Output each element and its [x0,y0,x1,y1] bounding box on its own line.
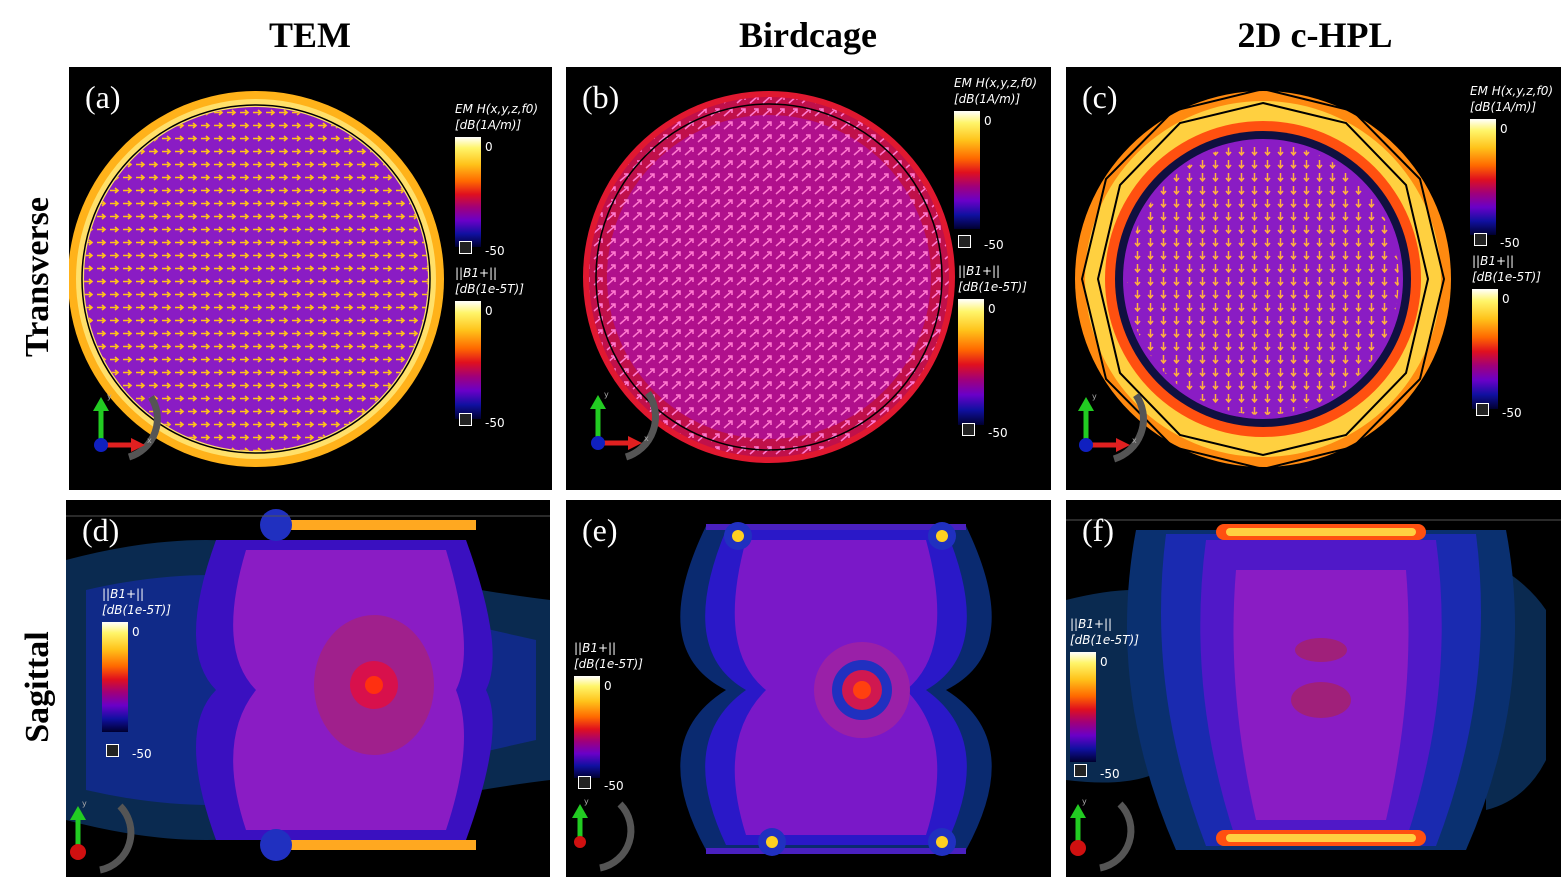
colorbar-title: ||B1+|| [102,587,145,601]
panel-label-d: (d) [82,512,120,548]
panel-label-a: (a) [85,79,121,115]
axis-y-label: y [604,390,609,399]
axis-x-label: x [1132,436,1137,445]
colorbar-toggle-icon[interactable] [459,413,472,426]
axes-triad-icon: y [1070,797,1135,872]
colorbar-max: 0 [984,114,992,128]
colorbar-unit: [dB(1e-5T)] [102,603,171,617]
axes-triad-icon: y x [1078,392,1147,463]
colorbar-unit: [dB(1e-5T)] [455,282,524,296]
colorbar-b-c: ||B1+|| [dB(1e-5T)] 0 -50 [1472,253,1541,420]
colorbar-unit: [dB(1A/m)] [455,118,522,132]
axis-y-label: y [82,799,87,808]
colorbar-toggle-icon[interactable] [459,241,472,254]
colorbar-min: -50 [984,238,1004,252]
field-map-a [69,91,444,467]
colorbar-min: -50 [485,416,505,430]
axis-y-label: y [584,797,589,806]
axes-triad-icon: y [572,797,635,872]
colorbar-min: -50 [604,779,624,793]
colorbar-toggle-icon[interactable] [1476,403,1489,416]
colorbar-max: 0 [604,679,612,693]
panel-d-tem-sagittal: (d) ||B1+|| [dB(1e-5T)] 0 -50 y [66,500,550,877]
colorbar-max: 0 [485,140,493,154]
axis-y-label: y [1082,797,1087,806]
colorbar-max: 0 [1500,122,1508,136]
panel-label-c: (c) [1082,79,1118,115]
axes-triad-icon: y x [93,392,161,461]
row-title-sagittal: Sagittal [19,631,56,743]
axes-triad-icon: y x [590,390,659,461]
colorbar-max: 0 [1100,655,1108,669]
panel-c-hpl-transverse: (c) EM H(x,y,z,f0) [dB(1A/m)] 0 -50 ||B1… [1066,67,1561,490]
panel-label-b: (b) [582,79,620,115]
colorbar-unit: [dB(1e-5T)] [1070,633,1139,647]
column-title-tem: TEM [268,15,351,55]
panel-e-birdcage-sagittal: (e) ||B1+|| [dB(1e-5T)] 0 -50 y [566,500,1051,877]
colorbar-min: -50 [1500,236,1520,250]
colorbar-toggle-icon[interactable] [962,423,975,436]
colorbar-b-a: ||B1+|| [dB(1e-5T)] 0 -50 [455,265,524,430]
colorbar-min: -50 [1100,767,1120,781]
colorbar-unit: [dB(1e-5T)] [1472,270,1541,284]
colorbar-title: ||B1+|| [958,264,1001,278]
axis-y-label: y [1092,392,1097,401]
colorbar-b-b: ||B1+|| [dB(1e-5T)] 0 -50 [958,263,1027,440]
colorbar-min: -50 [1502,406,1522,420]
colorbar-min: -50 [132,747,152,761]
colorbar-title: ||B1+|| [455,266,498,280]
column-title-hpl: 2D c-HPL [1237,15,1393,55]
colorbar-unit: [dB(1e-5T)] [958,280,1027,294]
colorbar-toggle-icon[interactable] [578,776,591,789]
colorbar-max: 0 [1502,292,1510,306]
colorbar-title: EM H(x,y,z,f0) [1470,84,1554,98]
row-title-transverse: Transverse [19,197,56,357]
panel-f-hpl-sagittal: (f) ||B1+|| [dB(1e-5T)] 0 -50 y [1066,500,1561,877]
field-map-c [1075,87,1451,471]
colorbar-h-a: EM H(x,y,z,f0) [dB(1A/m)] 0 -50 [455,101,539,258]
colorbar-title: ||B1+|| [574,641,617,655]
colorbar-unit: [dB(1A/m)] [954,92,1021,106]
colorbar-max: 0 [132,625,140,639]
panel-label-f: (f) [1082,512,1114,548]
field-map-b [583,91,955,463]
colorbar-title: ||B1+|| [1070,617,1113,631]
colorbar-title: ||B1+|| [1472,254,1515,268]
colorbar-title: EM H(x,y,z,f0) [455,102,539,116]
colorbar-h-b: EM H(x,y,z,f0) [dB(1A/m)] 0 -50 [954,75,1038,252]
colorbar-unit: [dB(1e-5T)] [574,657,643,671]
colorbar-toggle-icon[interactable] [1474,233,1487,246]
field-map-e [680,522,992,856]
colorbar-toggle-icon[interactable] [1074,764,1087,777]
colorbar-b-d: ||B1+|| [dB(1e-5T)] 0 -50 [102,586,171,761]
colorbar-b-e: ||B1+|| [dB(1e-5T)] 0 -50 [574,640,643,793]
field-map-f [1066,519,1561,850]
axis-x-label: x [147,436,152,445]
panel-label-e: (e) [582,512,618,548]
panel-b-birdcage-transverse: (b) EM H(x,y,z,f0) [dB(1A/m)] 0 -50 ||B1… [566,67,1051,490]
axis-y-label: y [107,392,112,401]
panel-a-tem-transverse: (a) EM H(x,y,z,f0) [dB(1A/m)] 0 -50 ||B1… [69,67,552,490]
colorbar-min: -50 [988,426,1008,440]
colorbar-title: EM H(x,y,z,f0) [954,76,1038,90]
colorbar-max: 0 [988,302,996,316]
colorbar-unit: [dB(1A/m)] [1470,100,1537,114]
axis-x-label: x [644,434,649,443]
colorbar-b-f: ||B1+|| [dB(1e-5T)] 0 -50 [1070,616,1139,781]
colorbar-max: 0 [485,304,493,318]
axes-triad-icon: y [70,799,135,874]
colorbar-toggle-icon[interactable] [106,744,119,757]
column-title-birdcage: Birdcage [739,15,877,55]
colorbar-h-c: EM H(x,y,z,f0) [dB(1A/m)] 0 -50 [1470,83,1554,250]
colorbar-toggle-icon[interactable] [958,235,971,248]
colorbar-min: -50 [485,244,505,258]
field-map-d [66,509,550,861]
